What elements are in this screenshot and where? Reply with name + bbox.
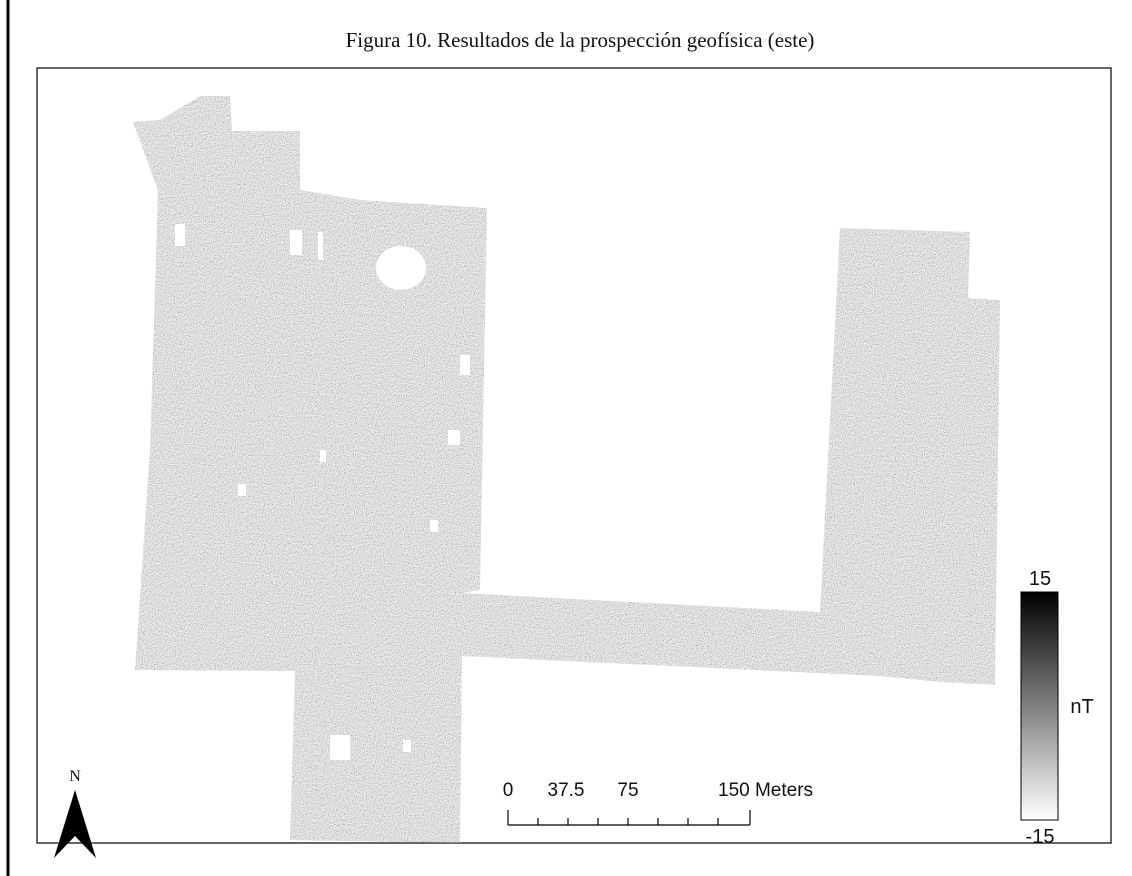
data-gap bbox=[460, 355, 470, 375]
page: {"figure": {"title": "Figura 10. Resulta… bbox=[0, 0, 1132, 876]
data-gap bbox=[430, 520, 438, 532]
scale-label: 0 bbox=[503, 780, 514, 801]
legend-min: -15 bbox=[1026, 826, 1055, 848]
data-gap bbox=[290, 230, 302, 255]
data-gap bbox=[448, 430, 460, 445]
data-gap bbox=[330, 735, 350, 760]
figure-title: Figura 10. Resultados de la prospección … bbox=[346, 28, 815, 52]
data-gap bbox=[238, 484, 246, 496]
scale-label: 37.5 bbox=[548, 780, 585, 801]
north-label: N bbox=[69, 768, 81, 785]
data-gap bbox=[376, 246, 426, 290]
scale-label: 150 Meters bbox=[718, 780, 813, 801]
legend-max: 15 bbox=[1029, 568, 1051, 590]
figure: Figura 10. Resultados de la prospección … bbox=[0, 0, 1132, 876]
color-ramp bbox=[1021, 592, 1058, 820]
data-gap bbox=[175, 224, 185, 246]
data-gap bbox=[318, 232, 323, 260]
legend-unit: nT bbox=[1070, 696, 1093, 718]
data-gap bbox=[403, 740, 411, 752]
data-gap bbox=[320, 450, 326, 462]
scale-label: 75 bbox=[617, 780, 638, 801]
